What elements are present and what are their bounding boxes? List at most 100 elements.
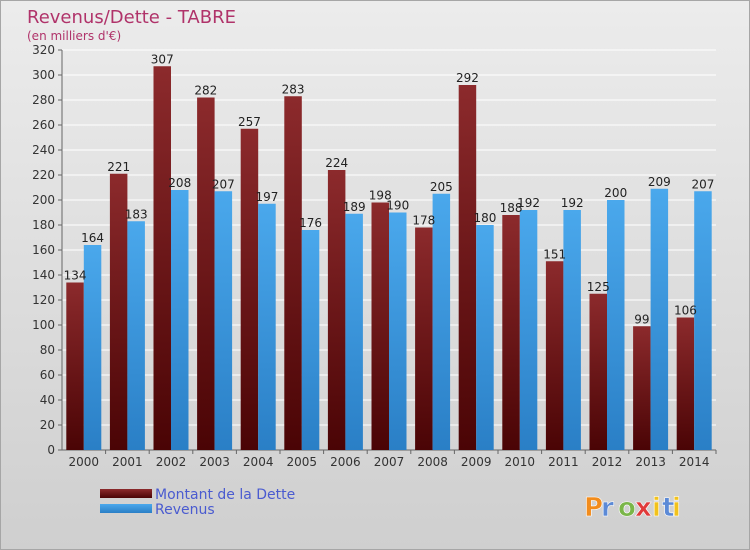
bar-dette — [327, 170, 346, 450]
logo-letter: r — [601, 493, 614, 523]
x-tick-label: 2008 — [417, 455, 448, 469]
proxiti-logo: Pr o x i ti — [584, 493, 682, 524]
value-label: 197 — [255, 190, 278, 204]
value-label: 151 — [543, 247, 566, 261]
bar-dette — [284, 96, 302, 450]
logo-letter: t — [662, 493, 674, 523]
y-tick-label: 300 — [32, 68, 55, 82]
value-label: 190 — [386, 199, 409, 213]
bar-dette — [589, 293, 607, 450]
value-label: 198 — [369, 189, 392, 203]
chart-title: Revenus/Dette - TABRE — [27, 7, 236, 28]
value-label: 209 — [648, 175, 671, 189]
bar-dette — [676, 317, 695, 450]
bar-dette — [415, 227, 433, 450]
bar-dette — [240, 128, 259, 450]
logo-letter: i — [652, 493, 661, 523]
x-tick-label: 2005 — [287, 455, 318, 469]
value-label: 188 — [500, 201, 523, 215]
y-tick-label: 160 — [32, 243, 55, 257]
legend: Montant de la Dette Revenus — [100, 487, 295, 518]
value-label: 99 — [634, 312, 649, 326]
logo-letter: P — [584, 493, 603, 523]
bar-revenus — [214, 191, 233, 450]
x-tick-label: 2007 — [374, 455, 405, 469]
bar-revenus — [607, 200, 625, 450]
bar-revenus — [258, 203, 276, 450]
y-tick-label: 60 — [40, 368, 55, 382]
y-tick-label: 320 — [32, 43, 55, 57]
x-tick-label: 2006 — [330, 455, 361, 469]
value-label: 200 — [604, 186, 627, 200]
value-label: 164 — [81, 231, 104, 245]
x-tick-label: 2002 — [156, 455, 187, 469]
x-tick-label: 2010 — [505, 455, 536, 469]
bar-revenus — [432, 193, 451, 450]
bar-revenus — [694, 191, 712, 450]
bar-revenus — [301, 230, 320, 450]
value-label: 283 — [282, 82, 305, 96]
bar-revenus — [519, 210, 538, 450]
y-tick-label: 0 — [47, 443, 55, 457]
bar-dette — [109, 173, 128, 450]
x-tick-label: 2013 — [635, 455, 666, 469]
legend-label-dette: Montant de la Dette — [155, 487, 295, 503]
bar-dette — [66, 282, 84, 450]
value-label: 125 — [587, 280, 610, 294]
y-tick-label: 80 — [40, 343, 55, 357]
value-label: 192 — [561, 196, 584, 210]
y-tick-label: 240 — [32, 143, 55, 157]
value-label: 292 — [456, 71, 479, 85]
bar-dette — [502, 215, 520, 450]
y-tick-label: 200 — [32, 193, 55, 207]
bar-dette — [545, 261, 564, 450]
y-tick-label: 100 — [32, 318, 55, 332]
y-tick-label: 180 — [32, 218, 55, 232]
value-label: 221 — [107, 160, 130, 174]
x-tick-labels: 2000 2001 2002 2003 2004 2005 2006 2007 2008 2009… — [69, 450, 717, 469]
x-tick-label: 2004 — [243, 455, 274, 469]
y-tick-label: 140 — [32, 268, 55, 282]
value-label: 205 — [430, 180, 453, 194]
value-label: 183 — [125, 207, 148, 221]
bar-revenus — [345, 213, 363, 450]
legend-label-revenus: Revenus — [155, 502, 215, 518]
bar-dette — [633, 326, 651, 450]
value-label: 106 — [674, 304, 697, 318]
y-tick-label: 260 — [32, 118, 55, 132]
x-tick-label: 2011 — [548, 455, 579, 469]
y-tick-labels: 0 20 40 60 80 100 120 140 160 180 200 220 240 260 280 3… — [32, 43, 55, 457]
bar-dette — [153, 66, 171, 450]
chart-subtitle: (en milliers d'€) — [27, 29, 121, 43]
bar-dette — [458, 85, 477, 450]
x-tick-label: 2014 — [679, 455, 710, 469]
bar-dette — [197, 97, 215, 450]
logo-letter: i — [672, 493, 681, 523]
value-label: 208 — [168, 176, 191, 190]
value-label: 176 — [299, 216, 322, 230]
y-tick-label: 40 — [40, 393, 55, 407]
value-label: 207 — [212, 177, 235, 191]
bar-revenus — [650, 188, 669, 450]
value-label: 207 — [691, 177, 714, 191]
legend-swatch-dette — [100, 489, 152, 498]
bar-revenus — [389, 212, 407, 450]
x-tick-label: 2000 — [69, 455, 100, 469]
value-label: 189 — [343, 200, 366, 214]
value-label: 307 — [151, 52, 174, 66]
value-label: 180 — [473, 211, 496, 225]
bar-dette — [371, 202, 389, 450]
x-tick-label: 2009 — [461, 455, 492, 469]
y-tick-label: 280 — [32, 93, 55, 107]
value-label: 282 — [194, 84, 217, 98]
legend-swatch-revenus — [100, 504, 152, 513]
value-labels: 134 164 221 183 307 208 282 207 257 197 283 176 224 1… — [64, 52, 715, 326]
logo-letter: o — [618, 493, 636, 523]
x-tick-label: 2003 — [199, 455, 230, 469]
bar-revenus — [127, 221, 145, 450]
logo-letter: x — [635, 493, 652, 523]
value-label: 224 — [325, 156, 348, 170]
value-label: 192 — [517, 196, 540, 210]
bars — [66, 66, 712, 450]
